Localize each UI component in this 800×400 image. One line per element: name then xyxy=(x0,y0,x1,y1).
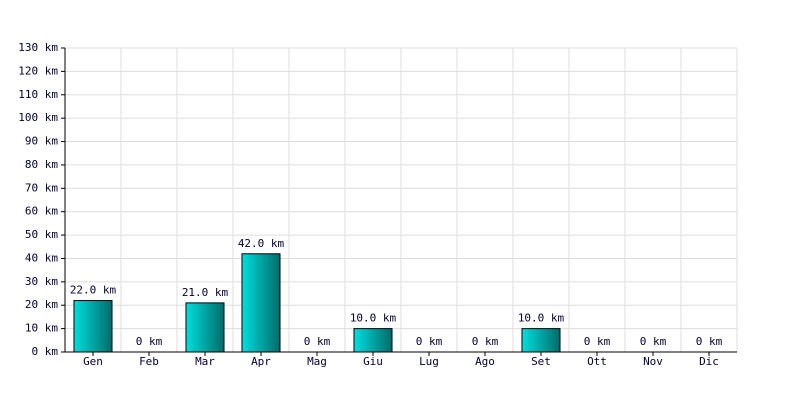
y-tick-label: 130 km xyxy=(18,41,58,54)
value-label: 10.0 km xyxy=(350,312,397,325)
x-tick-label: Mag xyxy=(307,355,327,368)
x-tick-label: Dic xyxy=(699,355,719,368)
y-tick-label: 20 km xyxy=(25,298,58,311)
y-tick-label: 0 km xyxy=(32,345,59,358)
value-label: 0 km xyxy=(584,335,611,348)
y-tick-label: 110 km xyxy=(18,88,58,101)
bar xyxy=(185,302,225,353)
x-tick-label: Giu xyxy=(363,355,383,368)
x-tick-label: Mar xyxy=(195,355,215,368)
y-tick-label: 40 km xyxy=(25,251,58,264)
bar xyxy=(241,253,281,353)
x-tick-label: Set xyxy=(531,355,551,368)
bar xyxy=(353,328,393,353)
y-tick-label: 10 km xyxy=(25,322,58,335)
value-label: 0 km xyxy=(304,335,331,348)
x-tick-label: Nov xyxy=(643,355,663,368)
x-tick-label: Feb xyxy=(139,355,159,368)
value-label: 0 km xyxy=(136,335,163,348)
x-tick-label: Apr xyxy=(251,355,271,368)
x-tick-label: Gen xyxy=(83,355,103,368)
x-tick-label: Ott xyxy=(587,355,607,368)
value-label: 0 km xyxy=(472,335,499,348)
y-tick-label: 70 km xyxy=(25,181,58,194)
x-tick-label: Lug xyxy=(419,355,439,368)
value-label: 0 km xyxy=(640,335,667,348)
y-tick-label: 100 km xyxy=(18,111,58,124)
value-label: 21.0 km xyxy=(182,286,229,299)
y-tick-label: 60 km xyxy=(25,205,58,218)
value-label: 0 km xyxy=(696,335,723,348)
value-label: 42.0 km xyxy=(238,237,285,250)
x-tick-label: Ago xyxy=(475,355,495,368)
y-tick-label: 90 km xyxy=(25,135,58,148)
value-label: 0 km xyxy=(416,335,443,348)
bar xyxy=(521,328,561,353)
bar xyxy=(73,300,113,353)
y-tick-label: 30 km xyxy=(25,275,58,288)
value-label: 22.0 km xyxy=(70,284,117,297)
y-tick-label: 120 km xyxy=(18,64,58,77)
value-label: 10.0 km xyxy=(518,312,565,325)
y-tick-label: 80 km xyxy=(25,158,58,171)
y-tick-label: 50 km xyxy=(25,228,58,241)
